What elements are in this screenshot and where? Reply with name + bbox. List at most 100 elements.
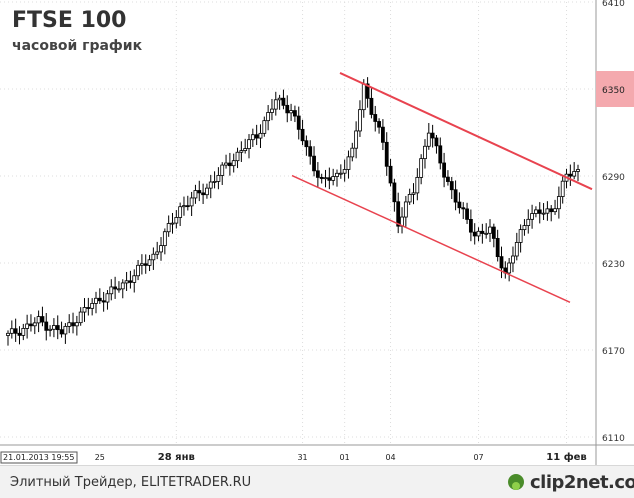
candle	[369, 88, 374, 119]
candle	[354, 121, 359, 159]
candle-body	[495, 238, 500, 258]
candle	[29, 314, 33, 332]
candle-body	[434, 137, 439, 147]
candle-body	[277, 97, 282, 101]
candle	[423, 139, 427, 169]
candle	[94, 291, 98, 314]
candle-body	[553, 208, 557, 213]
candle	[315, 162, 320, 188]
x-tick-label: 21.01.2013 19:55	[3, 453, 74, 462]
y-tick-label: 6410	[602, 0, 625, 9]
candle-body	[430, 132, 435, 139]
candle-body	[415, 176, 420, 194]
candle-body	[147, 259, 152, 266]
candle	[465, 202, 469, 224]
candle	[480, 223, 485, 244]
candle-body	[354, 130, 359, 149]
candle	[553, 199, 557, 215]
candle	[136, 260, 140, 281]
candle-body	[101, 300, 106, 303]
candle	[514, 232, 519, 261]
candle-body	[120, 282, 125, 290]
x-tick-label: 01	[340, 453, 350, 462]
x-tick-label: 11 фев	[546, 451, 586, 463]
candle	[40, 306, 45, 327]
candle	[507, 258, 512, 282]
candle	[25, 314, 30, 339]
candle	[518, 224, 523, 253]
candle	[373, 105, 378, 132]
candle-body	[488, 226, 492, 234]
candle-body	[331, 176, 336, 181]
candle-body	[9, 328, 14, 334]
candle	[277, 94, 282, 110]
candle	[185, 195, 190, 211]
candle	[109, 279, 114, 301]
candle-body	[71, 322, 75, 327]
candle	[151, 247, 156, 270]
candle-body	[109, 286, 114, 295]
candle-body	[17, 332, 22, 336]
candle	[400, 207, 404, 234]
candle-body	[113, 286, 118, 290]
candle-body	[327, 177, 332, 181]
candle-body	[396, 201, 401, 227]
footer-credit: Элитный Трейдер, ELITETRADER.RU	[10, 475, 252, 490]
candle-body	[438, 145, 443, 164]
candle	[166, 215, 171, 237]
candle	[549, 205, 554, 222]
candle-body	[63, 325, 68, 335]
x-tick-label: 04	[385, 453, 395, 462]
candle	[331, 168, 336, 186]
candle	[419, 154, 424, 185]
candle-body	[499, 256, 504, 269]
candle	[384, 132, 389, 176]
candle	[82, 298, 87, 322]
candle-body	[526, 218, 531, 226]
candle-body	[541, 212, 546, 215]
candle-body	[162, 231, 167, 247]
candle	[124, 271, 129, 291]
y-tick-label: 6290	[602, 173, 625, 183]
candle	[572, 162, 577, 180]
candle	[159, 237, 163, 261]
candle	[162, 228, 167, 255]
candle-body	[572, 171, 577, 177]
candle	[403, 195, 408, 227]
candle	[446, 170, 450, 186]
candle-body	[74, 322, 79, 327]
candle	[541, 203, 546, 221]
candle-body	[216, 175, 221, 182]
candle-body	[36, 316, 41, 324]
candle-body	[289, 110, 293, 114]
candle-body	[426, 132, 431, 147]
candle-body	[323, 177, 328, 180]
candle-body	[247, 139, 251, 149]
candle-body	[86, 307, 91, 309]
candle	[556, 186, 561, 219]
candle	[430, 124, 435, 148]
candle-body	[522, 225, 527, 231]
candle-body	[560, 180, 565, 197]
candle	[308, 140, 313, 165]
candle-body	[346, 156, 351, 170]
candle-body	[193, 190, 198, 199]
candle-body	[388, 165, 393, 184]
candle-body	[231, 160, 236, 167]
candle-body	[545, 208, 550, 214]
candle	[449, 176, 454, 200]
candle-body	[155, 251, 160, 255]
candle-body	[491, 226, 496, 239]
candle-body	[465, 208, 469, 220]
x-axis: 21.01.2013 19:55 25 28 янв 31 01 04 07 11 фев	[0, 451, 587, 464]
candle	[174, 210, 179, 229]
candle-body	[254, 134, 259, 139]
candle-body	[461, 207, 466, 210]
logo-icon	[508, 474, 524, 490]
candle	[120, 279, 125, 299]
candle	[491, 223, 496, 248]
candle-body	[208, 181, 213, 189]
candle	[270, 98, 274, 121]
candle-body	[270, 108, 274, 113]
candle	[59, 321, 64, 338]
